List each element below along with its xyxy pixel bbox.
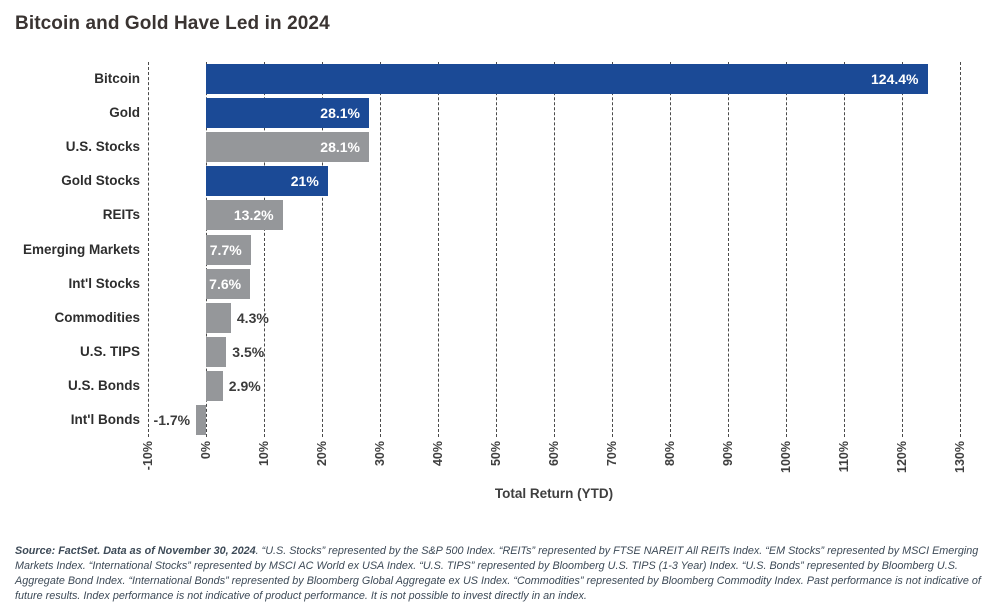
- bar-int-l-bonds: [196, 405, 206, 435]
- x-tick-label: 20%: [314, 441, 329, 467]
- x-tick-label: 10%: [256, 441, 271, 467]
- bar-value-label: 3.5%: [232, 343, 265, 360]
- x-tick-label: -10%: [140, 441, 155, 471]
- category-axis: Bitcoin Gold U.S. Stocks Gold Stocks REITs Em…: [0, 62, 140, 437]
- x-tick-label: 0%: [198, 441, 213, 460]
- category-label: Int'l Bonds: [70, 411, 140, 427]
- category-label: U.S. Stocks: [65, 139, 140, 155]
- source-footnote: Source: FactSet. Data as of November 30,…: [15, 544, 983, 604]
- bar-value-label: 4.3%: [236, 309, 269, 326]
- gridline: [322, 62, 323, 437]
- category-label: Gold: [109, 105, 140, 121]
- bar-u-s-tips: [206, 336, 227, 367]
- category-label: Emerging Markets: [22, 241, 140, 257]
- gridline: [612, 62, 613, 437]
- x-axis-title: Total Return (YTD): [494, 486, 614, 501]
- bar-gold: 28.1%: [206, 98, 369, 129]
- category-label: Gold Stocks: [61, 173, 140, 189]
- category-label: Commodities: [54, 309, 140, 325]
- x-tick-label: 110%: [836, 441, 851, 473]
- gridline: [902, 62, 903, 437]
- bar-value-label: 13.2%: [233, 207, 274, 224]
- category-label: Int'l Stocks: [68, 275, 140, 291]
- x-tick-label: 130%: [952, 441, 967, 473]
- bar-value-label: 7.7%: [209, 241, 242, 258]
- chart-title: Bitcoin and Gold Have Led in 2024: [15, 13, 330, 34]
- x-tick-label: 90%: [720, 441, 735, 467]
- gridline: [496, 62, 497, 437]
- gridline: [438, 62, 439, 437]
- x-tick-label: 50%: [488, 441, 503, 467]
- x-tick-label: 30%: [372, 441, 387, 467]
- bar-reits: 13.2%: [206, 200, 283, 231]
- category-label: REITs: [102, 207, 140, 223]
- bar-value-label: 2.9%: [228, 377, 261, 394]
- x-tick-label: 120%: [894, 441, 909, 473]
- gridline: [264, 62, 265, 437]
- bar-bitcoin: 124.4%: [206, 64, 928, 94]
- category-label: Bitcoin: [94, 71, 140, 86]
- x-tick-label: 60%: [546, 441, 561, 467]
- bar-u-s-bonds: [206, 370, 223, 401]
- bar-value-label: 7.6%: [209, 275, 242, 292]
- gridline: [960, 62, 961, 437]
- x-tick-label: 100%: [778, 441, 793, 473]
- gridline: [148, 62, 149, 437]
- x-tick-label: 40%: [430, 441, 445, 467]
- plot-area: 124.4% 28.1% 28.1% 21% 13.2% 7.7% 7.6% 4.3% 3.5%…: [148, 62, 961, 437]
- bar-gold-stocks: 21%: [206, 166, 328, 197]
- gridline: [380, 62, 381, 437]
- gridline: [786, 62, 787, 437]
- bar-value-label: 28.1%: [320, 105, 360, 122]
- bar-commodities: [206, 302, 231, 333]
- category-label: U.S. Bonds: [67, 377, 140, 393]
- x-tick-label: 70%: [604, 441, 619, 467]
- bar-value-label: 28.1%: [320, 139, 360, 156]
- bar-value-label: -1.7%: [153, 412, 191, 428]
- x-tick-label: 80%: [662, 441, 677, 467]
- gridline: [554, 62, 555, 437]
- gridline: [844, 62, 845, 437]
- category-label: U.S. TIPS: [79, 343, 140, 359]
- bar-u-s-stocks: 28.1%: [206, 132, 369, 163]
- gridline: [670, 62, 671, 437]
- bar-emerging-markets: 7.7%: [206, 234, 251, 265]
- bar-value-label: 124.4%: [871, 71, 919, 87]
- gridline: [728, 62, 729, 437]
- bar-int-l-stocks: 7.6%: [206, 268, 251, 299]
- source-footnote-text: . “U.S. Stocks” represented by the S&P 5…: [15, 545, 981, 602]
- source-footnote-bold: Source: FactSet. Data as of November 30,…: [15, 545, 256, 557]
- bar-value-label: 21%: [290, 173, 319, 190]
